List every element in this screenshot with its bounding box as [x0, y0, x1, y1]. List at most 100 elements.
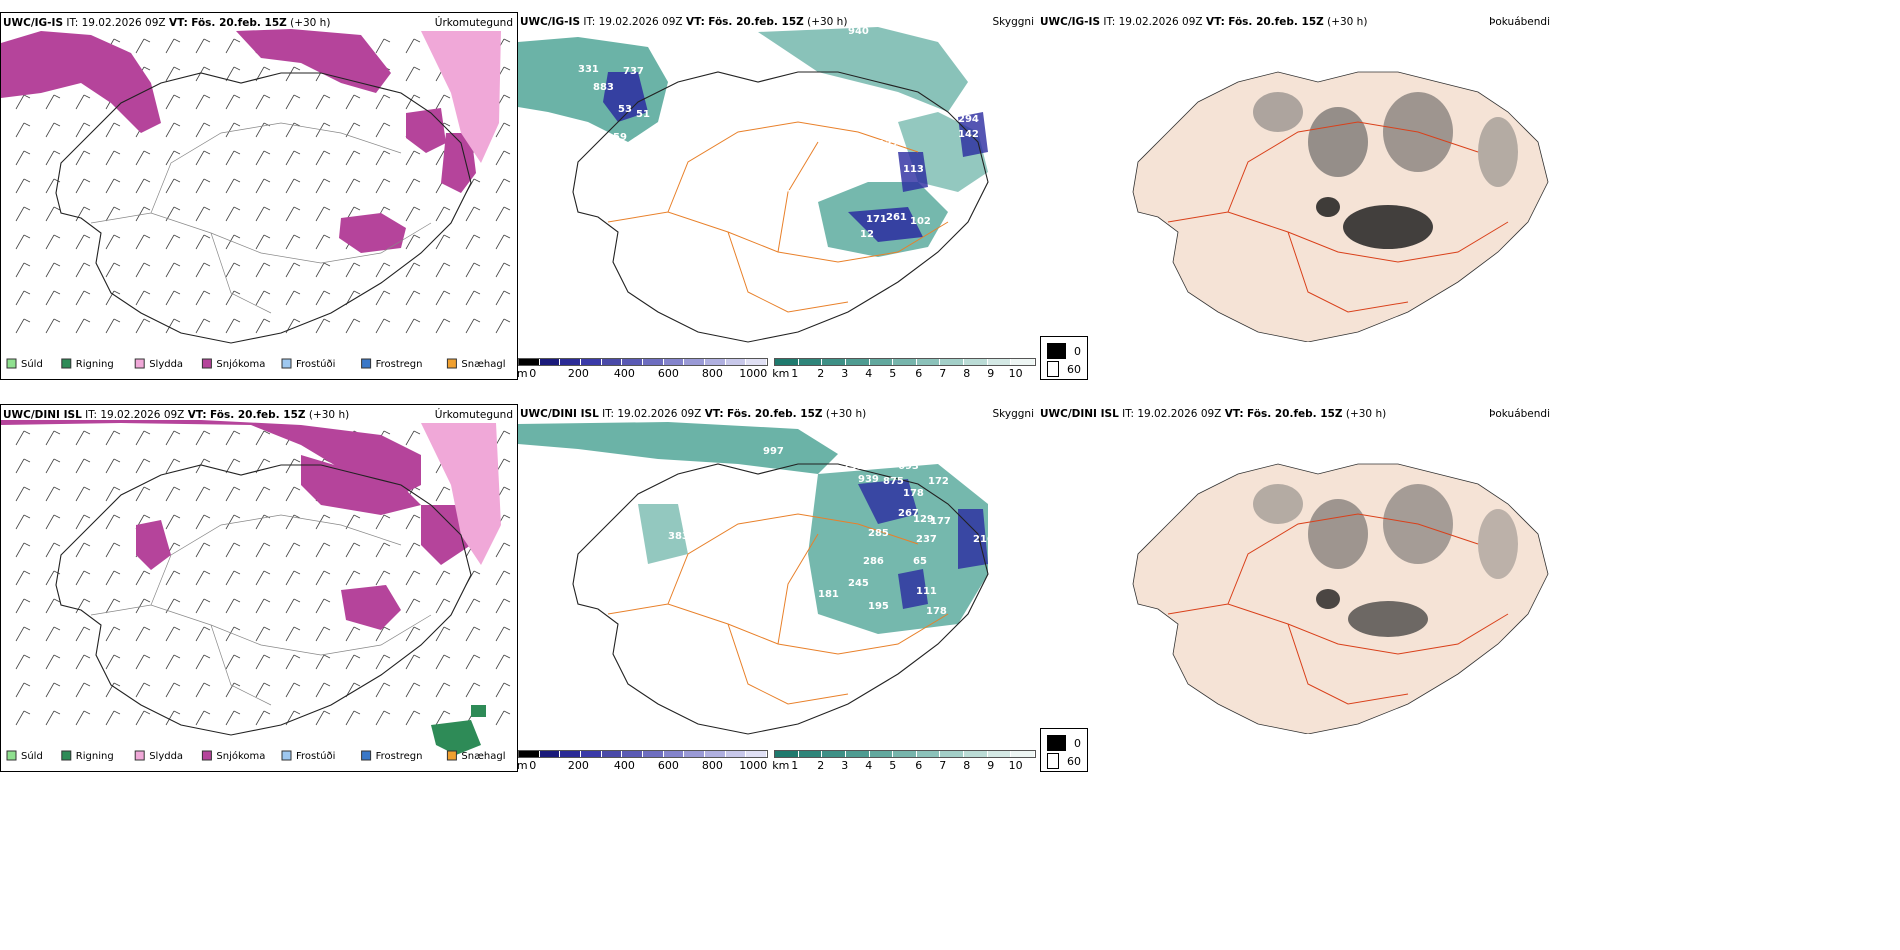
vis-color-step: [798, 751, 823, 757]
snow-area: [406, 108, 446, 153]
vis-color-step: [893, 359, 917, 365]
wind-barb: [285, 570, 301, 586]
wind-barb: [405, 598, 421, 614]
panel-title: Úrkomutegund: [434, 17, 513, 29]
wind-barb: [105, 654, 121, 670]
height-color-step: [581, 359, 602, 365]
wind-barb: [435, 262, 451, 278]
wind-barb: [195, 598, 211, 614]
panel-header: UWC/DINI ISL IT: 19.02.2026 09Z VT: Fös.…: [3, 409, 349, 421]
wind-barb: [465, 318, 481, 334]
vis-tick: 7: [939, 759, 947, 772]
vis-tick: 7: [939, 367, 947, 380]
fog-legend-label: 60: [1067, 362, 1081, 376]
wind-barb: [45, 542, 61, 558]
wind-barb: [465, 262, 481, 278]
panel-header: UWC/DINI ISL IT: 19.02.2026 09Z VT: Fös.…: [520, 408, 866, 420]
run-time: IT: 19.02.2026 09Z: [1122, 408, 1222, 420]
offset: (+30 h): [290, 17, 331, 29]
wind-barb: [225, 570, 241, 586]
wind-barb: [225, 262, 241, 278]
vis-tick: 6: [915, 367, 923, 380]
wind-barb: [255, 654, 271, 670]
wind-barb: [135, 234, 151, 250]
wind-barb: [165, 430, 181, 446]
wind-barb: [255, 178, 271, 194]
wind-barb: [315, 654, 331, 670]
wind-barb: [75, 290, 91, 306]
vis-color-step: [1011, 751, 1036, 757]
wind-barb: [45, 150, 61, 166]
wind-barb: [75, 206, 91, 222]
panel-title: Þokuábendi: [1489, 408, 1550, 420]
wind-barb: [45, 486, 61, 502]
height-label: 129: [913, 514, 934, 525]
wind-barb: [75, 150, 91, 166]
wind-barb: [405, 682, 421, 698]
height-color-step: [560, 751, 582, 757]
wind-barb: [15, 654, 31, 670]
wind-barb: [165, 710, 181, 726]
wind-barb: [165, 318, 181, 334]
wind-barb: [105, 290, 121, 306]
height-label: 237: [916, 534, 937, 545]
wind-barb: [15, 206, 31, 222]
legend-swatch: [446, 750, 457, 761]
wind-barb: [495, 598, 511, 614]
legend-label: Súld: [21, 750, 43, 762]
wind-barb: [315, 122, 331, 138]
wind-barb: [285, 234, 301, 250]
wind-barb: [165, 178, 181, 194]
iceland-outline: [572, 71, 989, 343]
height-color-step: [684, 359, 706, 365]
precip-panel-2: UWC/DINI ISL IT: 19.02.2026 09Z VT: Fös.…: [0, 404, 518, 772]
wind-barb: [375, 682, 391, 698]
wind-barb: [345, 626, 361, 642]
wind-barb: [135, 178, 151, 194]
vis-color-step: [822, 359, 846, 365]
wind-barb: [15, 570, 31, 586]
wind-barb: [15, 710, 31, 726]
wind-barb: [75, 94, 91, 110]
height-label: 19: [663, 460, 677, 471]
legend-swatch: [201, 750, 212, 761]
wind-barb: [45, 458, 61, 474]
sleet-area: [421, 423, 501, 565]
wind-barb: [495, 430, 511, 446]
height-label: 111: [916, 586, 937, 597]
height-color-step: [705, 751, 726, 757]
wind-barb: [435, 94, 451, 110]
wind-barb: [135, 654, 151, 670]
wind-barb: [285, 94, 301, 110]
wind-barb: [465, 206, 481, 222]
wind-barb: [255, 150, 271, 166]
wind-barb: [195, 178, 211, 194]
legend-label: Frostregn: [376, 359, 423, 370]
wind-barb: [165, 150, 181, 166]
panel-header: UWC/DINI ISL IT: 19.02.2026 09Z VT: Fös.…: [1040, 408, 1386, 420]
wind-barb: [195, 486, 211, 502]
wind-barb: [165, 290, 181, 306]
wind-barb: [45, 206, 61, 222]
wind-barb: [465, 682, 481, 698]
wind-barb: [45, 178, 61, 194]
height-area: [958, 509, 988, 569]
legend-swatch: [61, 358, 72, 369]
wind-barb: [405, 654, 421, 670]
height-label: 172: [928, 476, 949, 487]
height-tick: 600: [657, 759, 679, 772]
height-color-step: [746, 751, 768, 757]
wind-barb: [195, 570, 211, 586]
wind-barb: [15, 598, 31, 614]
wind-barb: [255, 94, 271, 110]
rain-area: [431, 720, 481, 755]
wind-barb: [195, 38, 211, 54]
wind-barb: [405, 430, 421, 446]
roads: [607, 513, 949, 705]
sleet-area: [421, 31, 501, 163]
height-labels: 940 331 737 883 53 51 59 111 118 294 132 134 113 101 1…: [578, 26, 979, 240]
wind-barb: [255, 626, 271, 642]
wind-barb: [165, 458, 181, 474]
legend-swatch: [361, 750, 372, 761]
wind-barb: [405, 570, 421, 586]
